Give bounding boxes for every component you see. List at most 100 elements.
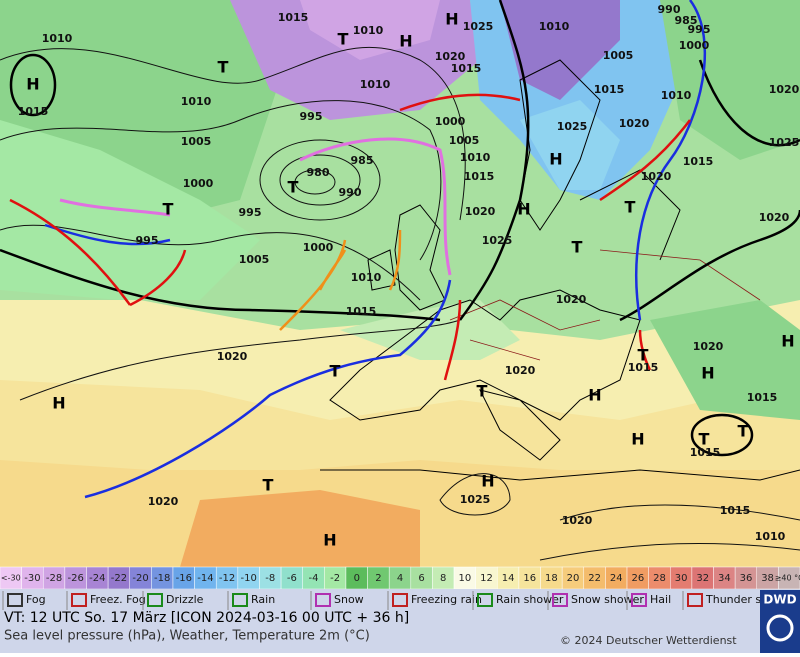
pressure-system: T bbox=[699, 430, 710, 449]
scale-label: -26 bbox=[68, 573, 84, 584]
pressure-system: T bbox=[338, 30, 349, 49]
pressure-system: T bbox=[218, 58, 229, 77]
pressure-label: 1000 bbox=[435, 115, 466, 128]
scale-label: 6 bbox=[418, 573, 424, 584]
weather-legend: Fog Freez. Fog Drizzle Rain Snow Freezing rai… bbox=[2, 591, 787, 610]
weather-icon bbox=[71, 593, 87, 607]
pressure-label: 1015 bbox=[464, 170, 495, 183]
warm-front bbox=[399, 93, 691, 381]
scale-label: 10 bbox=[458, 573, 471, 584]
pressure-label: 1020 bbox=[435, 50, 466, 63]
scale-label: -8 bbox=[265, 573, 275, 584]
scale-label: -20 bbox=[132, 573, 148, 584]
scale-label: 22 bbox=[588, 573, 601, 584]
description: Sea level pressure (hPa), Weather, Tempe… bbox=[4, 629, 370, 644]
weather-legend-label: Rain shower bbox=[496, 593, 564, 606]
pressure-label: 1000 bbox=[679, 39, 710, 52]
trough bbox=[279, 229, 402, 331]
scale-label: 20 bbox=[567, 573, 580, 584]
pressure-system: T bbox=[572, 238, 583, 257]
pressure-label: 1010 bbox=[42, 32, 73, 45]
pressure-system: T bbox=[638, 346, 649, 365]
scale-label: ≥40 °C bbox=[775, 574, 800, 583]
scale-label: 0 bbox=[354, 573, 360, 584]
scale-label: 8 bbox=[440, 573, 446, 584]
scale-label: <-30 bbox=[1, 574, 21, 583]
pressure-label: 1020 bbox=[148, 495, 179, 508]
weather-legend-label: Freezing rain bbox=[411, 593, 482, 606]
pressure-label: 1015 bbox=[346, 305, 377, 318]
scale-label: -12 bbox=[219, 573, 235, 584]
scale-label: -22 bbox=[111, 573, 127, 584]
isobar bbox=[619, 209, 800, 322]
pressure-label: 1005 bbox=[449, 134, 480, 147]
pressure-label: 995 bbox=[239, 206, 262, 219]
pressure-system: H bbox=[588, 386, 601, 405]
pressure-label: 1015 bbox=[594, 83, 625, 96]
copyright: © 2024 Deutscher Wetterdienst bbox=[560, 634, 737, 647]
scale-label: 2 bbox=[375, 573, 381, 584]
pressure-label: 995 bbox=[688, 23, 711, 36]
pressure-system: H bbox=[26, 75, 39, 94]
pressure-label: 990 bbox=[658, 3, 681, 16]
weather-legend-label: Fog bbox=[26, 593, 46, 606]
cold-front bbox=[84, 279, 452, 499]
pressure-label: 1020 bbox=[217, 350, 248, 363]
pressure-system: H bbox=[323, 531, 336, 550]
pressure-label: 1020 bbox=[641, 170, 672, 183]
pressure-label: 1005 bbox=[603, 49, 634, 62]
pressure-label: 1015 bbox=[18, 105, 49, 118]
weather-icon bbox=[687, 593, 703, 607]
pressure-label: 1020 bbox=[619, 117, 650, 130]
temperature-field bbox=[650, 300, 800, 420]
scale-label: 26 bbox=[631, 573, 644, 584]
pressure-label: 1010 bbox=[755, 530, 786, 543]
weather-legend-label: Hail bbox=[650, 593, 671, 606]
pressure-system: T bbox=[288, 178, 299, 197]
scale-label: -18 bbox=[154, 573, 170, 584]
cold-front bbox=[635, 0, 707, 321]
scale-label: 30 bbox=[675, 573, 688, 584]
isobar bbox=[0, 100, 442, 261]
scale-label: 32 bbox=[696, 573, 709, 584]
pressure-label: 1005 bbox=[181, 135, 212, 148]
pressure-label: 1025 bbox=[463, 20, 494, 33]
scale-label: -14 bbox=[197, 573, 213, 584]
scale-label: -16 bbox=[176, 573, 192, 584]
isobar bbox=[698, 59, 800, 147]
isobar bbox=[0, 248, 441, 322]
pressure-label: 1010 bbox=[360, 78, 391, 91]
pressure-system: H bbox=[445, 10, 458, 29]
logo bbox=[760, 590, 800, 653]
pressure-label: 990 bbox=[339, 186, 362, 199]
pressure-label: 1010 bbox=[353, 24, 384, 37]
scale-label: 12 bbox=[480, 573, 493, 584]
isobar bbox=[690, 413, 754, 457]
pressure-label: 1010 bbox=[460, 151, 491, 164]
isobar bbox=[439, 473, 511, 516]
warm-front bbox=[9, 198, 187, 307]
scale-label: 18 bbox=[545, 573, 558, 584]
isobar bbox=[0, 46, 466, 221]
map-labels: 1015101010151010101010051000995985980990… bbox=[18, 3, 800, 550]
scale-label: -28 bbox=[46, 573, 62, 584]
pressure-label: 995 bbox=[300, 110, 323, 123]
pressure-label: 1010 bbox=[661, 89, 692, 102]
logo-mark bbox=[766, 614, 794, 642]
pressure-label: 1010 bbox=[181, 95, 212, 108]
logo-text: DWD bbox=[763, 593, 796, 607]
pressure-label: 1015 bbox=[278, 11, 309, 24]
pressure-label: 1015 bbox=[720, 504, 751, 517]
weather-icon bbox=[147, 593, 163, 607]
pressure-system: H bbox=[701, 364, 714, 383]
temperature-field bbox=[340, 300, 520, 360]
pressure-label: 980 bbox=[307, 166, 330, 179]
pressure-label: 1020 bbox=[465, 205, 496, 218]
scale-label: 28 bbox=[653, 573, 666, 584]
isobar bbox=[0, 224, 421, 301]
isobar bbox=[19, 319, 461, 401]
weather-icon bbox=[232, 593, 248, 607]
isobar bbox=[294, 169, 336, 195]
pressure-system: T bbox=[738, 422, 749, 441]
